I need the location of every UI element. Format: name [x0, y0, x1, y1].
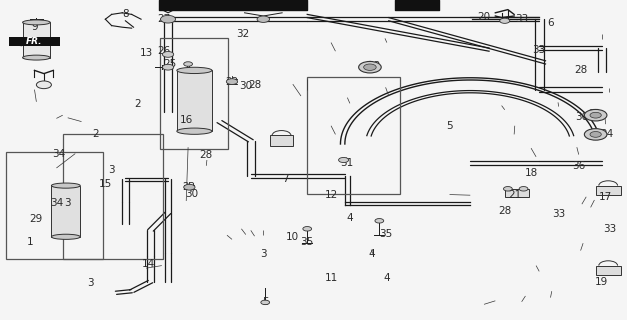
Text: 10: 10	[287, 232, 299, 242]
Circle shape	[584, 109, 607, 121]
Text: 4: 4	[384, 273, 390, 284]
Bar	[596, 266, 621, 275]
Text: 3: 3	[260, 249, 266, 260]
Text: 33: 33	[552, 209, 566, 220]
Ellipse shape	[177, 128, 212, 134]
Text: 34: 34	[50, 198, 63, 208]
Text: 28: 28	[574, 65, 587, 76]
Text: 35: 35	[300, 236, 314, 247]
Text: 27: 27	[157, 14, 171, 24]
Ellipse shape	[23, 20, 50, 25]
Text: 33: 33	[532, 44, 546, 55]
Text: 19: 19	[595, 276, 609, 287]
Bar	[6, 152, 103, 259]
Bar	[596, 186, 621, 195]
Text: 24: 24	[600, 129, 614, 140]
Text: 30: 30	[576, 112, 588, 122]
Text: 5: 5	[446, 121, 453, 132]
Text: 31: 31	[340, 158, 354, 168]
Text: 16: 16	[179, 115, 193, 125]
Circle shape	[584, 129, 607, 140]
Text: 29: 29	[29, 214, 43, 224]
Text: 15: 15	[98, 179, 112, 189]
Text: 26: 26	[157, 46, 171, 56]
Text: 8: 8	[122, 9, 129, 20]
Text: 20: 20	[478, 12, 490, 22]
Text: 32: 32	[236, 28, 250, 39]
Bar	[307, 77, 400, 194]
Circle shape	[184, 62, 192, 66]
Text: 6: 6	[547, 18, 554, 28]
Ellipse shape	[23, 55, 50, 60]
Bar	[177, 70, 212, 131]
Circle shape	[375, 219, 384, 223]
Text: 9: 9	[31, 22, 38, 32]
Circle shape	[184, 184, 195, 190]
Bar	[63, 134, 163, 259]
Text: 36: 36	[572, 161, 586, 172]
Circle shape	[590, 112, 601, 118]
Ellipse shape	[51, 183, 80, 188]
Circle shape	[226, 79, 238, 84]
Text: 33: 33	[515, 14, 529, 24]
Circle shape	[359, 61, 381, 73]
Text: 30: 30	[240, 81, 252, 92]
Text: 4: 4	[369, 249, 375, 260]
Bar	[51, 186, 80, 237]
Circle shape	[590, 132, 601, 137]
Text: 11: 11	[324, 273, 338, 284]
Text: 22: 22	[182, 182, 196, 192]
Text: 2: 2	[134, 99, 140, 109]
Text: 25: 25	[163, 59, 177, 69]
Bar	[160, 38, 228, 149]
Circle shape	[500, 18, 510, 23]
Text: 3: 3	[108, 164, 114, 175]
Bar	[9, 37, 60, 46]
Text: 28: 28	[248, 80, 261, 90]
Text: 14: 14	[142, 259, 155, 269]
Ellipse shape	[177, 67, 212, 74]
Text: 21: 21	[508, 190, 522, 200]
Circle shape	[339, 157, 349, 163]
Circle shape	[519, 187, 528, 191]
Text: 5: 5	[262, 297, 268, 308]
Circle shape	[257, 16, 270, 22]
Text: 28: 28	[199, 150, 213, 160]
Text: 6: 6	[587, 108, 594, 119]
Text: 34: 34	[52, 148, 66, 159]
Text: 33: 33	[603, 224, 616, 234]
Text: 28: 28	[498, 206, 512, 216]
Text: 22: 22	[225, 76, 239, 87]
Circle shape	[364, 64, 376, 70]
Text: 4: 4	[347, 212, 353, 223]
Circle shape	[261, 300, 270, 305]
Circle shape	[36, 81, 51, 89]
Circle shape	[161, 15, 176, 23]
Text: 18: 18	[524, 168, 538, 178]
Text: 17: 17	[599, 192, 613, 202]
Bar	[505, 189, 529, 197]
Circle shape	[162, 64, 174, 70]
Text: 30: 30	[185, 188, 198, 199]
Text: 13: 13	[139, 48, 153, 58]
Circle shape	[162, 52, 174, 57]
Circle shape	[303, 227, 312, 231]
Text: 1: 1	[27, 236, 33, 247]
Text: 12: 12	[324, 190, 338, 200]
Bar	[23, 22, 50, 58]
Text: 3: 3	[88, 278, 94, 288]
Circle shape	[503, 187, 512, 191]
Text: 35: 35	[379, 228, 393, 239]
Ellipse shape	[51, 234, 80, 239]
Text: 2: 2	[93, 129, 99, 140]
Text: 7: 7	[282, 174, 288, 184]
Text: 23: 23	[367, 60, 381, 71]
Bar	[270, 135, 293, 146]
Text: FR.: FR.	[26, 37, 43, 46]
Text: 3: 3	[65, 198, 71, 208]
